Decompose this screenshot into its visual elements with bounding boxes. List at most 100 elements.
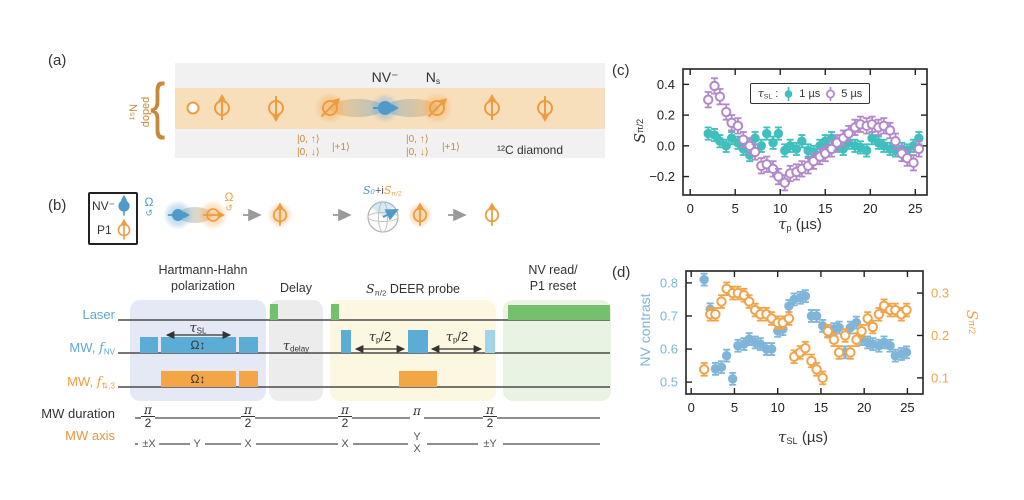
hh-header-line2: polarization (171, 279, 235, 293)
legend-p1-label: P1 (97, 223, 112, 237)
doped-label-line1: ¹⁵N (128, 103, 140, 121)
mw-p1-spinlock-pulse (161, 371, 236, 387)
series-5-µs (703, 77, 925, 192)
svg-text:0: 0 (687, 201, 694, 216)
tau-p-sub: p (452, 335, 458, 345)
svg-text:0.3: 0.3 (931, 286, 949, 301)
svg-text:0.1: 0.1 (931, 370, 949, 385)
f-symbol: f (99, 341, 104, 356)
legend-nv-label: NV⁻ (92, 199, 116, 213)
spin-coupling-bond (178, 207, 212, 223)
f-symbol: f (96, 375, 102, 390)
rotation-arrow-icon: ↺ (145, 208, 153, 218)
panel-c-tag: (c) (612, 62, 630, 79)
xlabel-sub: p (786, 222, 792, 233)
mw-nv-spinlock-pulse (161, 337, 236, 353)
row-label-mw-p1: MW, f⇅,3 (30, 374, 115, 394)
panel-a-graphic (175, 63, 605, 158)
axis-x: X (413, 443, 421, 455)
xlabel-unit: (µs) (791, 216, 822, 233)
axis-pm-x-label: ±X (142, 438, 156, 450)
panel-a-tag: (a) (48, 52, 67, 69)
rabi-drive-p1-label: Ω ↺ (221, 191, 237, 214)
delay-header: Delay (280, 281, 312, 295)
svg-text:25: 25 (900, 400, 914, 415)
tau-delay-sub: delay (289, 344, 310, 354)
fraction-denominator: 2 (483, 416, 497, 429)
laser-pulse (331, 304, 339, 320)
svg-text:5: 5 (731, 400, 738, 415)
ns-label: Ns (415, 69, 451, 86)
pi-numerator: π (244, 403, 252, 417)
svg-text:0.8: 0.8 (660, 275, 678, 290)
row-label-mw-nv: MW, fNV (30, 340, 115, 360)
f-p1-sub: ⇅,3 (101, 381, 115, 391)
svg-text:0.4: 0.4 (657, 77, 675, 92)
svg-text:15: 15 (814, 400, 828, 415)
legend-sl-sub: SL (763, 93, 773, 101)
ns-label-base: N (425, 69, 436, 85)
mw-prefix: MW, (67, 374, 97, 389)
xlabel-tau: τ (778, 215, 787, 233)
panel-d-tag: (d) (612, 264, 631, 281)
svg-text:5: 5 (732, 201, 739, 216)
series-S_π/2 (698, 281, 912, 386)
chart-d-ylabel-left: NV contrast (637, 293, 653, 367)
pi-label: π (413, 404, 421, 418)
tau-symbol: τ (189, 321, 197, 336)
axis-y-label: Y (193, 438, 201, 450)
mw-nv-pi2-pulse (341, 330, 351, 353)
bloch-sphere-icon (367, 201, 399, 233)
svg-text:20: 20 (857, 400, 871, 415)
ylabel-s: S (631, 132, 649, 144)
mw-nv-pi2-pulse-light (485, 330, 495, 353)
bloch-s: S (383, 184, 392, 197)
row-label-laser: Laser (82, 307, 115, 322)
brace-glyph: { (150, 69, 166, 141)
tau-delay-label: τdelay (278, 338, 314, 354)
svg-text:0: 0 (688, 400, 695, 415)
legend-tau: τ (757, 86, 764, 100)
legend-marker-1us-icon (784, 86, 793, 101)
mw-p1-pi-pulse (399, 371, 437, 387)
ket-down-label: |0, ↓⟩ (406, 147, 429, 158)
pi-numerator: π (144, 403, 152, 417)
tau-symbol: τ (445, 330, 453, 345)
mw-p1-pulse (239, 371, 258, 387)
diamond-label: ¹²C diamond (497, 143, 564, 157)
ns-label-sub: s (435, 75, 441, 86)
omega-drive-nv-label: Ω↕ (190, 338, 206, 352)
nv-label: NV⁻ (371, 69, 399, 85)
deer-header: Sπ/2 DEER probe (340, 281, 486, 301)
bloch-state-label: S₀+iSπ/2 (363, 184, 402, 197)
omega-symbol: Ω (144, 195, 154, 209)
tau-p-half-label: τp/2 (364, 329, 396, 345)
legend-colon: : (772, 87, 779, 100)
bloch-s0: S₀ (363, 184, 375, 197)
spin-legend-box (88, 192, 138, 245)
mw-nv-pi2-pulse (239, 337, 258, 353)
mw-nv-pi2-pulse (140, 337, 158, 353)
legend-marker-5us-icon (826, 86, 836, 101)
deer-s: S (365, 281, 375, 296)
svg-text:0.0: 0.0 (657, 138, 675, 153)
tau-sl-label: τSL (183, 320, 213, 336)
omega-drive-p1-label: Ω↕ (190, 372, 206, 386)
half-suffix: /2 (457, 329, 469, 344)
ylabel-sub: π/2 (635, 118, 645, 133)
hh-header-line1: Hartmann-Hahn (158, 263, 248, 277)
svg-text:20: 20 (863, 201, 877, 216)
legend-item-1us: 1 µs (799, 87, 821, 100)
ket-plus-label: |+1⟩ (332, 142, 350, 153)
fraction-denominator: 2 (141, 416, 155, 429)
svg-text:0.7: 0.7 (660, 308, 678, 323)
xlabel-sub: SL (786, 435, 798, 446)
svg-text:10: 10 (773, 201, 787, 216)
ylabel-s: S (963, 309, 981, 321)
